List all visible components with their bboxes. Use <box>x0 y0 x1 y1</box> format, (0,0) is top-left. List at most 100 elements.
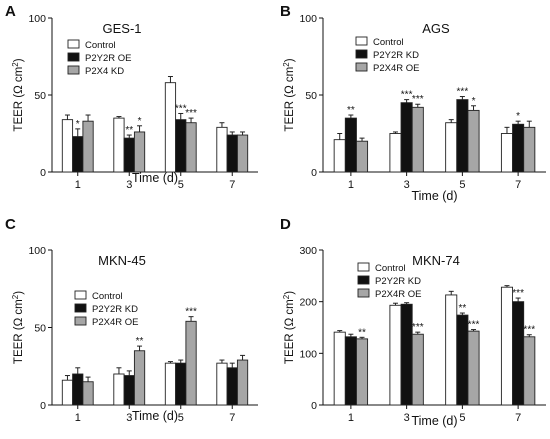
legend-swatch <box>67 39 80 49</box>
y-tick-label: 100 <box>28 245 46 257</box>
bar <box>356 140 369 173</box>
bar <box>185 320 197 406</box>
x-tick-label: 3 <box>404 412 410 424</box>
bar <box>113 117 125 173</box>
y-axis-label-unit: cm <box>13 67 25 86</box>
y-tick-label: 100 <box>299 13 317 25</box>
bar <box>72 373 84 406</box>
bar <box>467 109 480 173</box>
bar <box>164 362 177 406</box>
y-tick-label: 0 <box>311 400 317 412</box>
bar <box>467 330 480 406</box>
significance-marker: *** <box>185 108 197 119</box>
significance-marker: ** <box>347 105 355 116</box>
bar <box>400 102 413 173</box>
x-tick-label: 1 <box>75 412 81 424</box>
bar <box>389 133 402 173</box>
legend-entry: P2X4R OE <box>373 63 419 74</box>
y-axis-label-text: TEER ( <box>13 326 25 364</box>
bar <box>226 134 238 173</box>
significance-marker: ** <box>358 327 366 338</box>
panel-c: C MKN-45 0 50 100 TEER (Ω cm2) 1 3 ** 5 *** 7 Time (… <box>5 216 258 424</box>
bar <box>344 336 357 406</box>
x-axis-label: Time (d) <box>411 189 457 203</box>
y-tick-label: 50 <box>305 90 317 102</box>
bar <box>82 120 94 173</box>
panel-title: MKN-74 <box>412 253 460 268</box>
significance-marker: * <box>76 119 80 130</box>
legend-entry: P2Y2R KD <box>92 304 138 315</box>
panel-label: C <box>5 216 16 233</box>
x-tick-label: 7 <box>515 179 521 191</box>
legend-entry: Control <box>375 263 406 274</box>
x-tick-label: 1 <box>348 412 354 424</box>
legend-swatch <box>74 290 87 300</box>
panel-title: GES-1 <box>102 21 141 36</box>
legend-swatch <box>67 65 80 75</box>
legend-swatch <box>355 36 368 46</box>
significance-marker: * <box>138 116 142 127</box>
bar <box>333 139 346 173</box>
bar <box>389 304 402 406</box>
y-tick-label: 100 <box>28 13 46 25</box>
legend-entry: Control <box>85 40 116 51</box>
legend-swatch <box>355 62 368 72</box>
bar <box>226 367 238 406</box>
bar <box>175 119 187 173</box>
y-axis-label-unit: cm <box>284 67 296 86</box>
bar <box>344 117 357 173</box>
significance-marker: * <box>516 111 520 122</box>
y-axis-label-text: TEER ( <box>13 94 25 132</box>
significance-marker: *** <box>512 288 524 299</box>
significance-marker: *** <box>457 87 469 98</box>
x-tick-label: 3 <box>126 179 132 191</box>
y-axis-label-superscript: 2 <box>282 62 291 67</box>
panel-label: D <box>280 216 291 233</box>
bar <box>500 286 513 406</box>
significance-marker: ** <box>136 336 144 347</box>
legend-swatch <box>357 262 370 272</box>
y-axis-label-superscript: 2 <box>282 294 291 299</box>
y-axis-label-superscript: 2 <box>11 294 20 299</box>
x-tick-label: 3 <box>126 412 132 424</box>
y-axis-label-unit: cm <box>284 299 296 318</box>
bar <box>216 126 228 173</box>
y-axis-label-close: ) <box>13 58 25 62</box>
y-tick-label: 200 <box>299 297 317 309</box>
legend-entry: Control <box>373 37 404 48</box>
legend-entry: Control <box>92 291 123 302</box>
bar <box>175 362 187 406</box>
x-tick-label: 1 <box>75 179 81 191</box>
significance-marker: * <box>472 96 476 107</box>
y-tick-label: 50 <box>34 90 46 102</box>
y-axis-label: TEER (Ω cm2) <box>282 58 296 131</box>
bar <box>333 331 346 406</box>
y-axis-label-close: ) <box>284 58 296 62</box>
x-tick-label: 5 <box>459 179 465 191</box>
y-axis-label: TEER (Ω cm2) <box>11 291 25 364</box>
bar <box>456 99 469 173</box>
significance-marker: *** <box>401 90 413 101</box>
bar <box>356 338 369 406</box>
legend-entry: P2Y2R KD <box>373 50 419 61</box>
bar <box>61 119 74 173</box>
legend-entry: P2X4R OE <box>92 317 138 328</box>
x-tick-label: 5 <box>178 179 184 191</box>
y-tick-label: 0 <box>40 167 46 179</box>
bar <box>216 362 228 406</box>
bar <box>123 375 135 406</box>
bar <box>164 82 177 173</box>
omega-symbol: Ω <box>13 85 25 94</box>
bar <box>512 123 525 173</box>
bar <box>400 303 413 406</box>
legend-swatch <box>357 275 370 285</box>
bar <box>236 359 249 406</box>
panel-label: A <box>5 3 16 20</box>
bar <box>123 137 135 173</box>
bar <box>445 294 458 406</box>
x-tick-label: 1 <box>348 179 354 191</box>
significance-marker: *** <box>468 320 480 331</box>
significance-marker: ** <box>125 125 133 136</box>
